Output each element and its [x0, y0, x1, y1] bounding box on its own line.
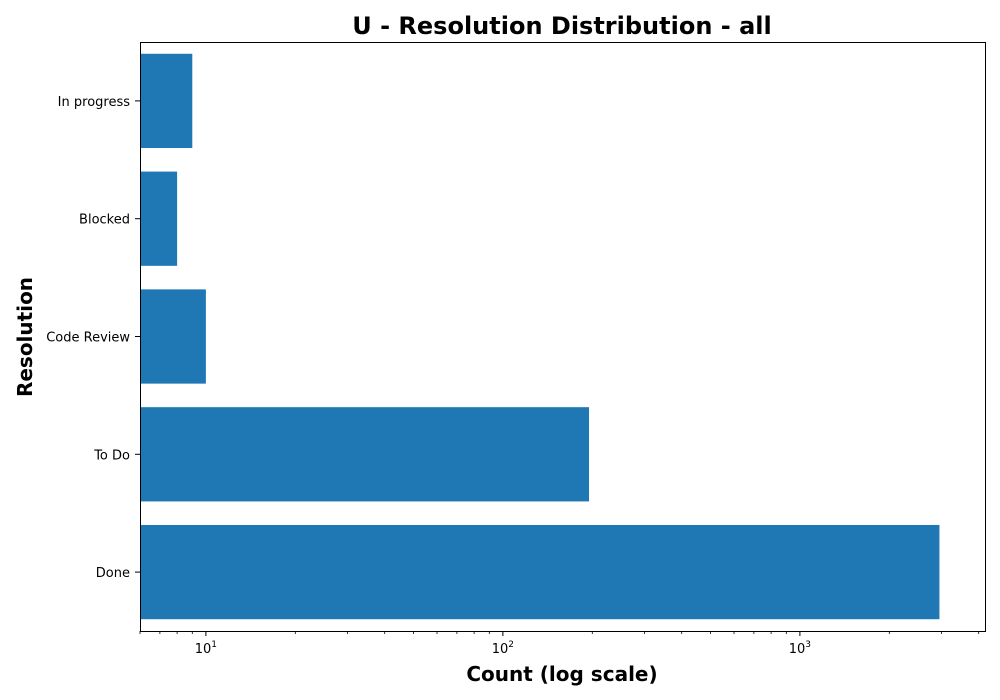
x-tick-label-10: 101 — [195, 640, 217, 657]
y-tick-label-in-progress: In progress — [58, 95, 131, 110]
y-axis-label: Resolution — [13, 277, 37, 397]
bar-done — [140, 524, 940, 620]
y-tick-label-to-do: To Do — [93, 448, 130, 463]
y-tick-label-blocked: Blocked — [79, 213, 130, 228]
y-tick-label-done: Done — [96, 566, 130, 581]
plot-frame — [140, 42, 986, 632]
x-axis-label: Count (log scale) — [466, 662, 657, 686]
bar-blocked — [140, 171, 178, 266]
y-tick-label-code-review: Code Review — [46, 331, 130, 346]
x-axis: 101 102 103 — [139, 631, 980, 657]
bar-code-review — [140, 289, 206, 384]
x-tick-label-1000: 103 — [789, 640, 811, 657]
bar-in-progress — [140, 53, 193, 149]
y-axis: Done To Do Code Review Blocked In progress — [46, 95, 140, 581]
chart-title: U - Resolution Distribution - all — [352, 12, 771, 40]
bars-group — [140, 53, 940, 620]
bar-to-do — [140, 407, 590, 502]
x-tick-label-100: 102 — [492, 640, 514, 657]
